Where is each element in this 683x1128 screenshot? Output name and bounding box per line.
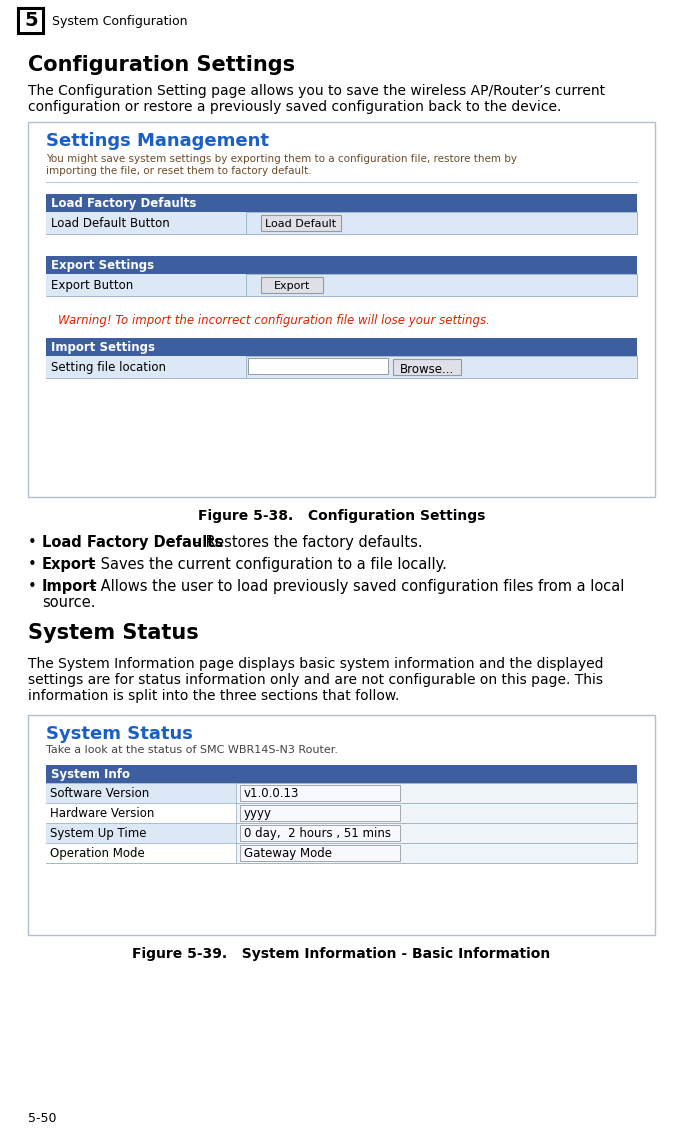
Text: Load Factory Defaults: Load Factory Defaults — [42, 535, 223, 550]
Text: importing the file, or reset them to factory default.: importing the file, or reset them to fac… — [46, 166, 311, 176]
Text: System Status: System Status — [28, 623, 199, 643]
Bar — [46, 356, 637, 378]
Text: configuration or restore a previously saved configuration back to the device.: configuration or restore a previously sa… — [28, 100, 561, 114]
Text: yyyy: yyyy — [244, 807, 272, 820]
Text: Load Default: Load Default — [266, 219, 337, 229]
Bar — [28, 122, 655, 497]
Text: •: • — [28, 579, 37, 594]
Text: Load Factory Defaults: Load Factory Defaults — [51, 197, 197, 210]
Text: System Info: System Info — [51, 768, 130, 781]
Bar — [46, 783, 236, 803]
Bar — [46, 212, 637, 233]
Text: •: • — [28, 535, 37, 550]
Text: Operation Mode: Operation Mode — [50, 847, 145, 860]
Text: Gateway Mode: Gateway Mode — [244, 847, 332, 860]
Text: •: • — [28, 557, 37, 572]
Text: The System Information page displays basic system information and the displayed: The System Information page displays bas… — [28, 656, 604, 671]
Bar — [46, 274, 246, 296]
Text: Configuration Settings: Configuration Settings — [28, 55, 295, 74]
Bar — [240, 805, 400, 821]
Text: Export Settings: Export Settings — [51, 259, 154, 272]
Text: – Saves the current configuration to a file locally.: – Saves the current configuration to a f… — [84, 557, 447, 572]
Text: Figure 5-38.   Configuration Settings: Figure 5-38. Configuration Settings — [198, 509, 485, 523]
Text: settings are for status information only and are not configurable on this page. : settings are for status information only… — [28, 673, 603, 687]
Bar — [240, 785, 400, 801]
Text: Import: Import — [42, 579, 98, 594]
Bar — [240, 825, 400, 841]
Bar — [46, 212, 246, 233]
Bar — [46, 256, 637, 274]
Bar — [28, 715, 655, 935]
Text: Software Version: Software Version — [50, 787, 150, 800]
Text: Export: Export — [274, 281, 310, 291]
Bar — [248, 358, 388, 374]
Text: Take a look at the status of SMC WBR14S-N3 Router.: Take a look at the status of SMC WBR14S-… — [46, 744, 338, 755]
Text: System Status: System Status — [46, 725, 193, 743]
Text: The Configuration Setting page allows you to save the wireless AP/Router’s curre: The Configuration Setting page allows yo… — [28, 83, 605, 98]
Text: v1.0.0.13: v1.0.0.13 — [244, 787, 299, 800]
Bar — [393, 359, 461, 374]
Text: source.: source. — [42, 594, 96, 610]
Bar — [46, 823, 236, 843]
Bar — [261, 277, 323, 293]
Bar — [20, 10, 42, 32]
Text: Browse...: Browse... — [400, 363, 454, 376]
Text: Export Button: Export Button — [51, 279, 133, 292]
Bar — [18, 8, 44, 34]
Text: Load Default Button: Load Default Button — [51, 217, 170, 230]
Text: Settings Management: Settings Management — [46, 132, 269, 150]
Bar — [46, 194, 637, 212]
Text: information is split into the three sections that follow.: information is split into the three sect… — [28, 689, 400, 703]
Text: 0 day,  2 hours , 51 mins: 0 day, 2 hours , 51 mins — [244, 827, 391, 840]
Bar — [240, 845, 400, 861]
Bar — [46, 783, 637, 803]
Bar — [46, 765, 637, 783]
Bar — [261, 215, 341, 231]
Bar — [46, 843, 637, 863]
Text: System Configuration: System Configuration — [52, 15, 188, 27]
Bar — [46, 843, 236, 863]
Bar — [46, 274, 637, 296]
Text: Hardware Version: Hardware Version — [50, 807, 154, 820]
Text: 5-50: 5-50 — [28, 1112, 57, 1125]
Text: – Allows the user to load previously saved configuration files from a local: – Allows the user to load previously sav… — [84, 579, 624, 594]
Bar — [46, 338, 637, 356]
Text: You might save system settings by exporting them to a configuration file, restor: You might save system settings by export… — [46, 155, 517, 164]
Text: – Restores the factory defaults.: – Restores the factory defaults. — [189, 535, 423, 550]
Text: Export: Export — [42, 557, 96, 572]
Text: System Up Time: System Up Time — [50, 827, 146, 840]
Bar — [46, 803, 637, 823]
Bar — [46, 803, 236, 823]
Text: 5: 5 — [24, 11, 38, 30]
Text: Figure 5-39.   System Information - Basic Information: Figure 5-39. System Information - Basic … — [133, 948, 550, 961]
Bar — [46, 823, 637, 843]
Text: Import Settings: Import Settings — [51, 341, 155, 354]
Bar — [46, 356, 246, 378]
Text: Warning! To import the incorrect configuration file will lose your settings.: Warning! To import the incorrect configu… — [58, 314, 490, 327]
Text: Setting file location: Setting file location — [51, 361, 166, 374]
